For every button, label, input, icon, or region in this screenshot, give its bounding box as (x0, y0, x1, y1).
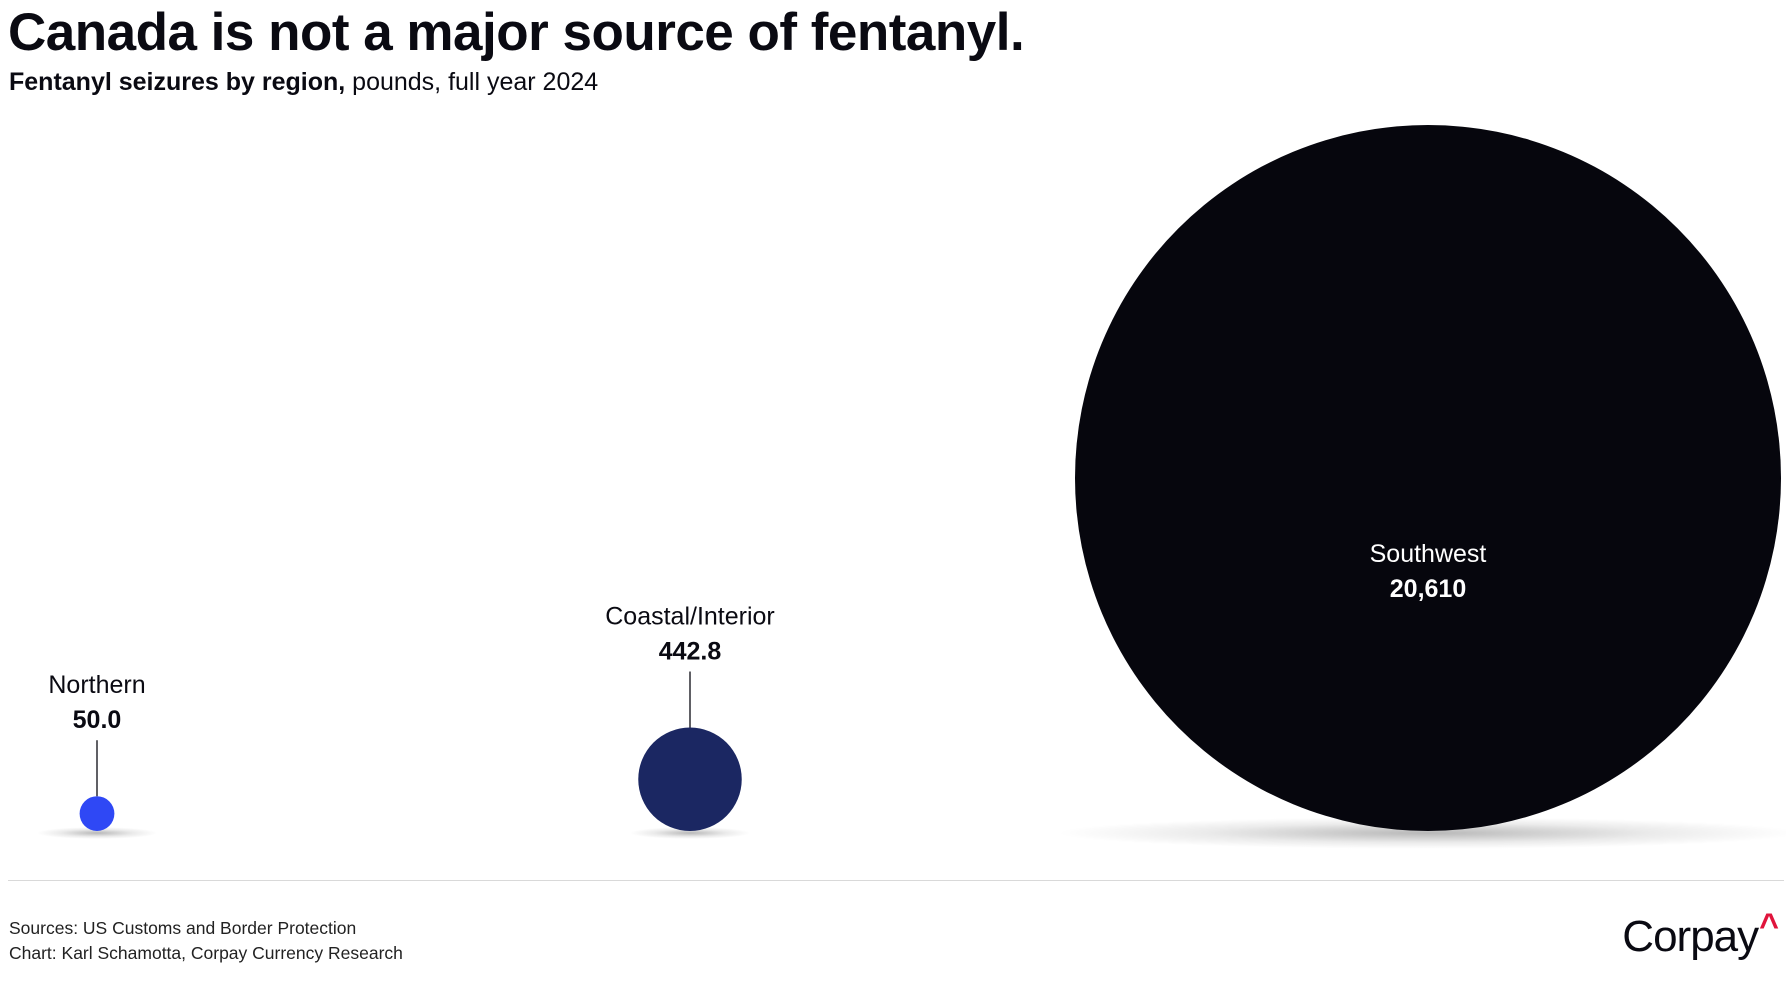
bubble-value-label: 50.0 (73, 706, 122, 734)
bubble-coastal-interior (638, 727, 742, 831)
chart-subtitle: Fentanyl seizures by region, pounds, ful… (9, 68, 598, 97)
bubble-label: Northern (48, 671, 145, 699)
bubble-label: Southwest (1370, 540, 1487, 568)
bubble-chart: Northern 50.0 Coastal/Interior 442.8 Southwe… (37, 125, 1786, 849)
bubble-shadow (1057, 817, 1786, 849)
bubble-label: Coastal/Interior (605, 603, 775, 631)
sources-note: Sources: US Customs and Border Protectio… (9, 918, 357, 938)
subtitle-normal: pounds, full year 2024 (345, 68, 599, 96)
footer-notes: Sources: US Customs and Border Protectio… (9, 916, 403, 966)
bubble-group-southwest: Southwest 20,610 (1057, 125, 1786, 849)
brand-name: Corpay (1622, 912, 1759, 961)
chart-title: Canada is not a major source of fentanyl… (8, 3, 1025, 62)
bubble-northern (79, 796, 115, 831)
subtitle-bold: Fentanyl seizures by region, (9, 68, 346, 96)
bubbles-layer: Northern 50.0 Coastal/Interior 442.8 Southwe… (37, 125, 1786, 849)
bubble-group-northern: Northern 50.0 (37, 671, 157, 839)
bubble-value-label: 442.8 (659, 638, 722, 666)
corpay-logo: Corpay^ (1622, 907, 1779, 962)
chart-credit: Chart: Karl Schamotta, Corpay Currency R… (9, 943, 403, 963)
brand-caret-icon: ^ (1759, 907, 1779, 945)
footer-divider (8, 880, 1784, 881)
bubble-southwest (1075, 125, 1781, 831)
bubble-group-coastal-interior: Coastal/Interior 442.8 (605, 603, 775, 839)
bubble-value-label: 20,610 (1390, 575, 1466, 603)
bubble-shadow (630, 827, 750, 839)
bubble-shadow (37, 827, 157, 839)
